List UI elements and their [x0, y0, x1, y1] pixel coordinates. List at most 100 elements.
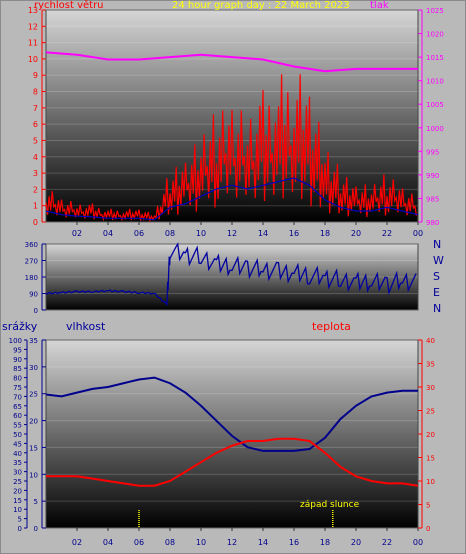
rain-tick-label: 20: [13, 487, 22, 495]
temperature-tick-label: 0: [426, 525, 430, 533]
temperature-tick-label: 40: [426, 337, 435, 345]
x-tick-label: 18: [320, 229, 330, 238]
direction-tick-label: 180: [25, 274, 38, 282]
humidity-tick-label: 15: [29, 444, 38, 452]
humidity-tick-label: 35: [29, 337, 38, 345]
humidity-plot-area: [45, 339, 419, 529]
rain-tick-label: 50: [13, 431, 22, 439]
rain-tick-label: 100: [9, 337, 22, 345]
wind-tick-label: 0: [33, 218, 38, 227]
temperature-line: [46, 437, 419, 487]
x-tick-label: 06: [134, 229, 144, 238]
humidity-tick-label: 20: [29, 418, 38, 426]
wind-tick-label: 2: [33, 185, 38, 194]
x-tick-label: 20: [351, 538, 361, 547]
x-tick-label: 02: [72, 229, 82, 238]
rain-tick-label: 95: [13, 346, 22, 354]
sunset-label: západ slunce: [300, 500, 360, 510]
x-tick-label: 08: [165, 229, 175, 238]
rain-tick-label: 75: [13, 384, 22, 392]
wind-tick-label: 3: [33, 169, 38, 178]
rain-tick-label: 70: [13, 393, 22, 401]
temperature-tick-label: 5: [426, 502, 430, 510]
x-tick-label: 02: [72, 538, 82, 547]
x-tick-label: 14: [258, 229, 268, 238]
x-tick-label: 20: [351, 229, 361, 238]
rain-tick-label: 15: [13, 497, 22, 505]
pressure-axis-label: tlak: [370, 0, 389, 11]
rain-tick-label: 25: [13, 478, 22, 486]
humidity-tick-label: 5: [34, 498, 38, 506]
pressure-tick-label: 1025: [426, 7, 444, 15]
wind-tick-label: 5: [33, 136, 38, 145]
wind-tick-label: 6: [33, 120, 38, 129]
rain-tick-label: 60: [13, 412, 22, 420]
temperature-tick-label: 20: [426, 431, 435, 439]
x-tick-label: 22: [382, 538, 392, 547]
rain-tick-label: 30: [13, 469, 22, 477]
x-tick-label: 04: [103, 538, 113, 547]
humidity-tick-label: 10: [29, 471, 38, 479]
pressure-line: [45, 51, 418, 73]
wind-tick-label: 8: [33, 88, 38, 97]
pressure-tick-label: 985: [426, 195, 439, 203]
rain-tick-label: 90: [13, 356, 22, 364]
rain-tick-label: 55: [13, 422, 22, 430]
rain-tick-label: 85: [13, 365, 22, 373]
temperature-tick-label: 30: [426, 384, 435, 392]
x-tick-label: 16: [289, 229, 299, 238]
x-tick-label: 22: [382, 229, 392, 238]
x-tick-label: 10: [196, 538, 206, 547]
x-tick-label: 04: [103, 229, 113, 238]
direction-tick-label: 0: [34, 307, 38, 315]
rain-tick-label: 5: [18, 516, 22, 524]
wind-axis-label: rychlost větru: [34, 0, 104, 11]
pressure-tick-label: 990: [426, 172, 439, 180]
x-tick-label: 16: [289, 538, 299, 547]
x-tick-label: 00: [413, 229, 423, 238]
pressure-tick-label: 995: [426, 148, 439, 156]
wind-direction-line: [45, 242, 417, 307]
wind-tick-label: 9: [33, 71, 38, 80]
pressure-tick-label: 1005: [426, 101, 444, 109]
wind-tick-label: 13: [28, 6, 38, 15]
pressure-tick-label: 980: [426, 219, 439, 227]
compass-n: N: [433, 238, 442, 251]
page-title: 24 hour graph day : 22 March 2023: [172, 0, 350, 11]
rain-axis-label: srážky: [2, 320, 38, 333]
x-tick-label: 06: [134, 538, 144, 547]
pressure-tick-label: 1015: [426, 54, 444, 62]
x-tick-label: 14: [258, 538, 268, 547]
temperature-axis-label: teplota: [312, 320, 351, 333]
x-tick-label: 10: [196, 229, 206, 238]
rain-tick-label: 35: [13, 459, 22, 467]
rain-tick-label: 80: [13, 375, 22, 383]
direction-tick-label: 90: [29, 291, 38, 299]
rain-tick-label: 65: [13, 403, 22, 411]
compass-s: S: [433, 270, 440, 283]
wind-tick-label: 1: [33, 202, 38, 211]
rain-tick-label: 10: [13, 506, 22, 514]
humidity-axis-label: vlhkost: [66, 320, 106, 333]
x-tick-label: 12: [227, 229, 237, 238]
wind-speed-line: [45, 74, 418, 223]
x-tick-label: 00: [413, 538, 423, 547]
compass-e: E: [433, 286, 440, 299]
wind-tick-label: 10: [28, 55, 38, 64]
direction-tick-label: 270: [25, 258, 38, 266]
pressure-tick-label: 1000: [426, 125, 444, 133]
wind-tick-label: 4: [33, 153, 38, 162]
temperature-tick-label: 35: [426, 361, 435, 369]
x-tick-label: 08: [165, 538, 175, 547]
rain-tick-label: 0: [18, 525, 22, 533]
compass-w: W: [433, 254, 444, 267]
wind-average-line: [45, 177, 419, 221]
pressure-tick-label: 1010: [426, 78, 444, 86]
x-tick-label: 18: [320, 538, 330, 547]
temperature-tick-label: 25: [426, 408, 435, 416]
humidity-tick-label: 0: [34, 525, 38, 533]
humidity-tick-label: 30: [29, 364, 38, 372]
humidity-line: [45, 376, 418, 452]
temperature-tick-label: 15: [426, 455, 435, 463]
